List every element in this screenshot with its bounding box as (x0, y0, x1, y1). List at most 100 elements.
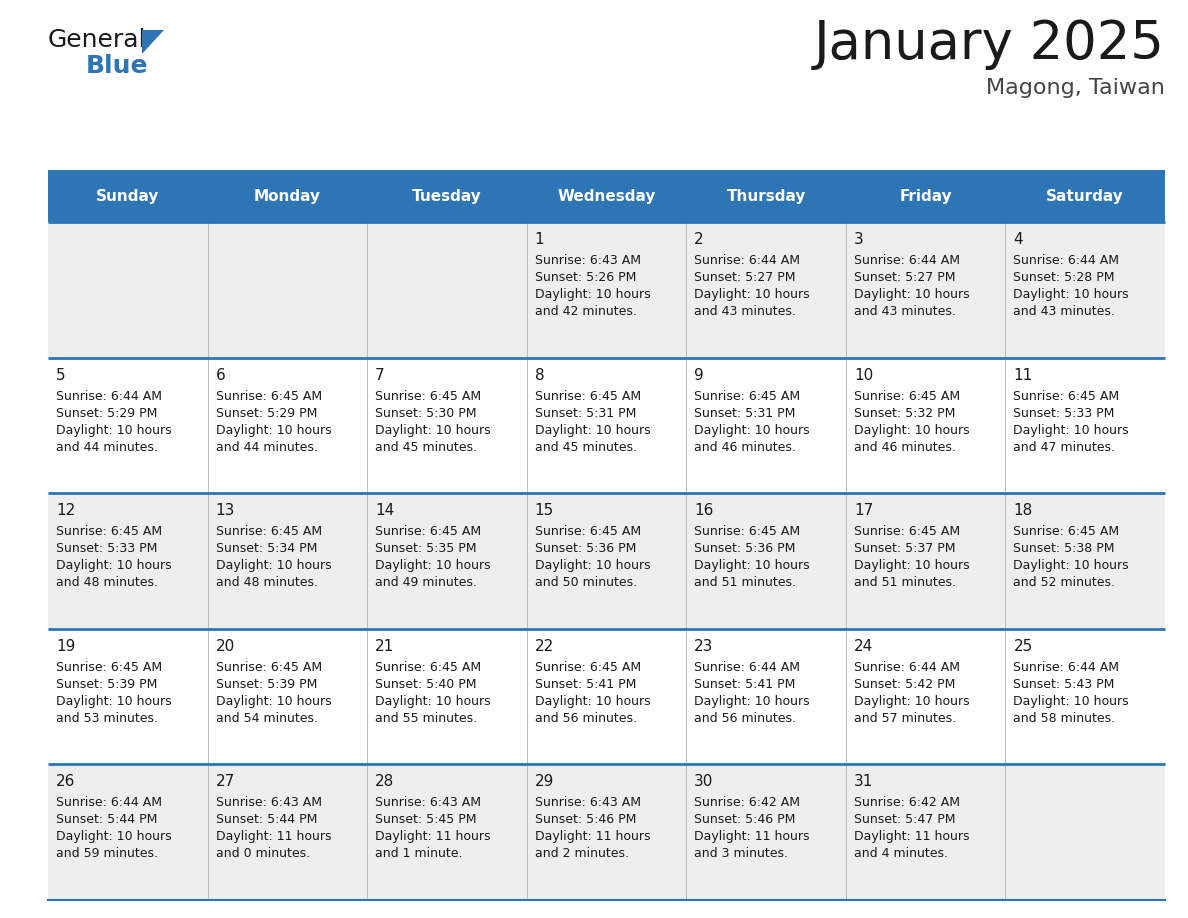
Text: Sunset: 5:46 PM: Sunset: 5:46 PM (694, 813, 796, 826)
Text: Sunrise: 6:43 AM: Sunrise: 6:43 AM (535, 797, 640, 810)
Text: Sunrise: 6:45 AM: Sunrise: 6:45 AM (56, 661, 162, 674)
Text: and 56 minutes.: and 56 minutes. (535, 711, 637, 725)
Text: Sunset: 5:29 PM: Sunset: 5:29 PM (56, 407, 157, 420)
Text: Daylight: 10 hours: Daylight: 10 hours (56, 559, 171, 572)
Text: Sunrise: 6:45 AM: Sunrise: 6:45 AM (535, 661, 640, 674)
Polygon shape (143, 30, 164, 54)
Text: Thursday: Thursday (726, 188, 805, 204)
Text: Sunset: 5:42 PM: Sunset: 5:42 PM (854, 677, 955, 691)
Text: 18: 18 (1013, 503, 1032, 518)
Text: and 44 minutes.: and 44 minutes. (215, 441, 317, 453)
Bar (48, 358, 1165, 493)
Text: and 2 minutes.: and 2 minutes. (535, 847, 628, 860)
Text: 14: 14 (375, 503, 394, 518)
Text: Daylight: 10 hours: Daylight: 10 hours (375, 423, 491, 437)
Bar (48, 222, 1165, 358)
Text: Sunset: 5:41 PM: Sunset: 5:41 PM (694, 677, 796, 691)
Text: and 58 minutes.: and 58 minutes. (1013, 711, 1116, 725)
Text: Sunset: 5:30 PM: Sunset: 5:30 PM (375, 407, 476, 420)
Text: Sunrise: 6:45 AM: Sunrise: 6:45 AM (854, 389, 960, 403)
Text: and 45 minutes.: and 45 minutes. (535, 441, 637, 453)
Text: Friday: Friday (899, 188, 952, 204)
Text: Sunrise: 6:45 AM: Sunrise: 6:45 AM (1013, 525, 1119, 538)
Text: Sunset: 5:44 PM: Sunset: 5:44 PM (56, 813, 157, 826)
Text: Sunset: 5:27 PM: Sunset: 5:27 PM (854, 271, 955, 284)
Text: Sunset: 5:26 PM: Sunset: 5:26 PM (535, 271, 636, 284)
Text: Sunset: 5:36 PM: Sunset: 5:36 PM (694, 543, 796, 555)
Text: and 3 minutes.: and 3 minutes. (694, 847, 789, 860)
Text: and 51 minutes.: and 51 minutes. (854, 577, 956, 589)
Text: General: General (48, 28, 146, 52)
Text: Sunset: 5:47 PM: Sunset: 5:47 PM (854, 813, 955, 826)
Text: Sunset: 5:34 PM: Sunset: 5:34 PM (215, 543, 317, 555)
Text: and 52 minutes.: and 52 minutes. (1013, 577, 1116, 589)
Text: Sunrise: 6:45 AM: Sunrise: 6:45 AM (375, 525, 481, 538)
Text: Daylight: 11 hours: Daylight: 11 hours (375, 831, 491, 844)
Text: 30: 30 (694, 775, 714, 789)
Text: Sunrise: 6:44 AM: Sunrise: 6:44 AM (1013, 661, 1119, 674)
Text: Sunrise: 6:44 AM: Sunrise: 6:44 AM (56, 389, 162, 403)
Text: and 43 minutes.: and 43 minutes. (1013, 305, 1116, 318)
Text: Sunrise: 6:44 AM: Sunrise: 6:44 AM (854, 661, 960, 674)
Text: Sunset: 5:33 PM: Sunset: 5:33 PM (1013, 407, 1114, 420)
Text: Daylight: 10 hours: Daylight: 10 hours (215, 559, 331, 572)
Text: 6: 6 (215, 367, 226, 383)
Text: Sunrise: 6:45 AM: Sunrise: 6:45 AM (375, 661, 481, 674)
Text: Sunset: 5:39 PM: Sunset: 5:39 PM (56, 677, 157, 691)
Text: Daylight: 10 hours: Daylight: 10 hours (854, 559, 969, 572)
Text: Sunrise: 6:42 AM: Sunrise: 6:42 AM (854, 797, 960, 810)
Text: Daylight: 11 hours: Daylight: 11 hours (215, 831, 331, 844)
Text: Tuesday: Tuesday (412, 188, 482, 204)
Text: 17: 17 (854, 503, 873, 518)
Text: Monday: Monday (254, 188, 321, 204)
Text: and 43 minutes.: and 43 minutes. (854, 305, 955, 318)
Text: Sunset: 5:33 PM: Sunset: 5:33 PM (56, 543, 157, 555)
Text: Daylight: 10 hours: Daylight: 10 hours (215, 423, 331, 437)
Text: Sunset: 5:27 PM: Sunset: 5:27 PM (694, 271, 796, 284)
Text: and 48 minutes.: and 48 minutes. (56, 577, 158, 589)
Text: Daylight: 10 hours: Daylight: 10 hours (854, 423, 969, 437)
Text: Sunrise: 6:45 AM: Sunrise: 6:45 AM (694, 525, 801, 538)
Text: and 55 minutes.: and 55 minutes. (375, 711, 478, 725)
Text: Daylight: 10 hours: Daylight: 10 hours (535, 423, 650, 437)
Text: 31: 31 (854, 775, 873, 789)
Text: and 44 minutes.: and 44 minutes. (56, 441, 158, 453)
Text: Daylight: 10 hours: Daylight: 10 hours (56, 423, 171, 437)
Bar (48, 629, 1165, 765)
Text: 23: 23 (694, 639, 714, 654)
Text: Daylight: 10 hours: Daylight: 10 hours (375, 559, 491, 572)
Text: Sunset: 5:45 PM: Sunset: 5:45 PM (375, 813, 476, 826)
Text: Sunrise: 6:45 AM: Sunrise: 6:45 AM (694, 389, 801, 403)
Text: Daylight: 10 hours: Daylight: 10 hours (375, 695, 491, 708)
Text: Sunset: 5:35 PM: Sunset: 5:35 PM (375, 543, 476, 555)
Text: Daylight: 10 hours: Daylight: 10 hours (694, 695, 810, 708)
Text: Daylight: 10 hours: Daylight: 10 hours (56, 831, 171, 844)
Text: and 49 minutes.: and 49 minutes. (375, 577, 478, 589)
Text: Sunrise: 6:44 AM: Sunrise: 6:44 AM (694, 661, 801, 674)
Text: Sunrise: 6:45 AM: Sunrise: 6:45 AM (1013, 389, 1119, 403)
Text: 24: 24 (854, 639, 873, 654)
Text: Daylight: 10 hours: Daylight: 10 hours (1013, 559, 1129, 572)
Text: Sunset: 5:28 PM: Sunset: 5:28 PM (1013, 271, 1114, 284)
Text: Sunrise: 6:44 AM: Sunrise: 6:44 AM (1013, 254, 1119, 267)
Text: Sunset: 5:40 PM: Sunset: 5:40 PM (375, 677, 476, 691)
Text: Sunrise: 6:45 AM: Sunrise: 6:45 AM (535, 525, 640, 538)
Text: Sunset: 5:31 PM: Sunset: 5:31 PM (694, 407, 796, 420)
Text: Daylight: 10 hours: Daylight: 10 hours (535, 695, 650, 708)
Text: 15: 15 (535, 503, 554, 518)
Text: 11: 11 (1013, 367, 1032, 383)
Text: Sunrise: 6:43 AM: Sunrise: 6:43 AM (375, 797, 481, 810)
Text: and 56 minutes.: and 56 minutes. (694, 711, 796, 725)
Text: and 4 minutes.: and 4 minutes. (854, 847, 948, 860)
Text: 25: 25 (1013, 639, 1032, 654)
Text: 27: 27 (215, 775, 235, 789)
Text: Daylight: 10 hours: Daylight: 10 hours (56, 695, 171, 708)
Text: 8: 8 (535, 367, 544, 383)
Text: and 57 minutes.: and 57 minutes. (854, 711, 956, 725)
Bar (48, 765, 1165, 900)
Text: Daylight: 10 hours: Daylight: 10 hours (694, 288, 810, 301)
Text: Sunrise: 6:42 AM: Sunrise: 6:42 AM (694, 797, 801, 810)
Text: Magong, Taiwan: Magong, Taiwan (986, 78, 1165, 98)
Text: 20: 20 (215, 639, 235, 654)
Text: 5: 5 (56, 367, 65, 383)
